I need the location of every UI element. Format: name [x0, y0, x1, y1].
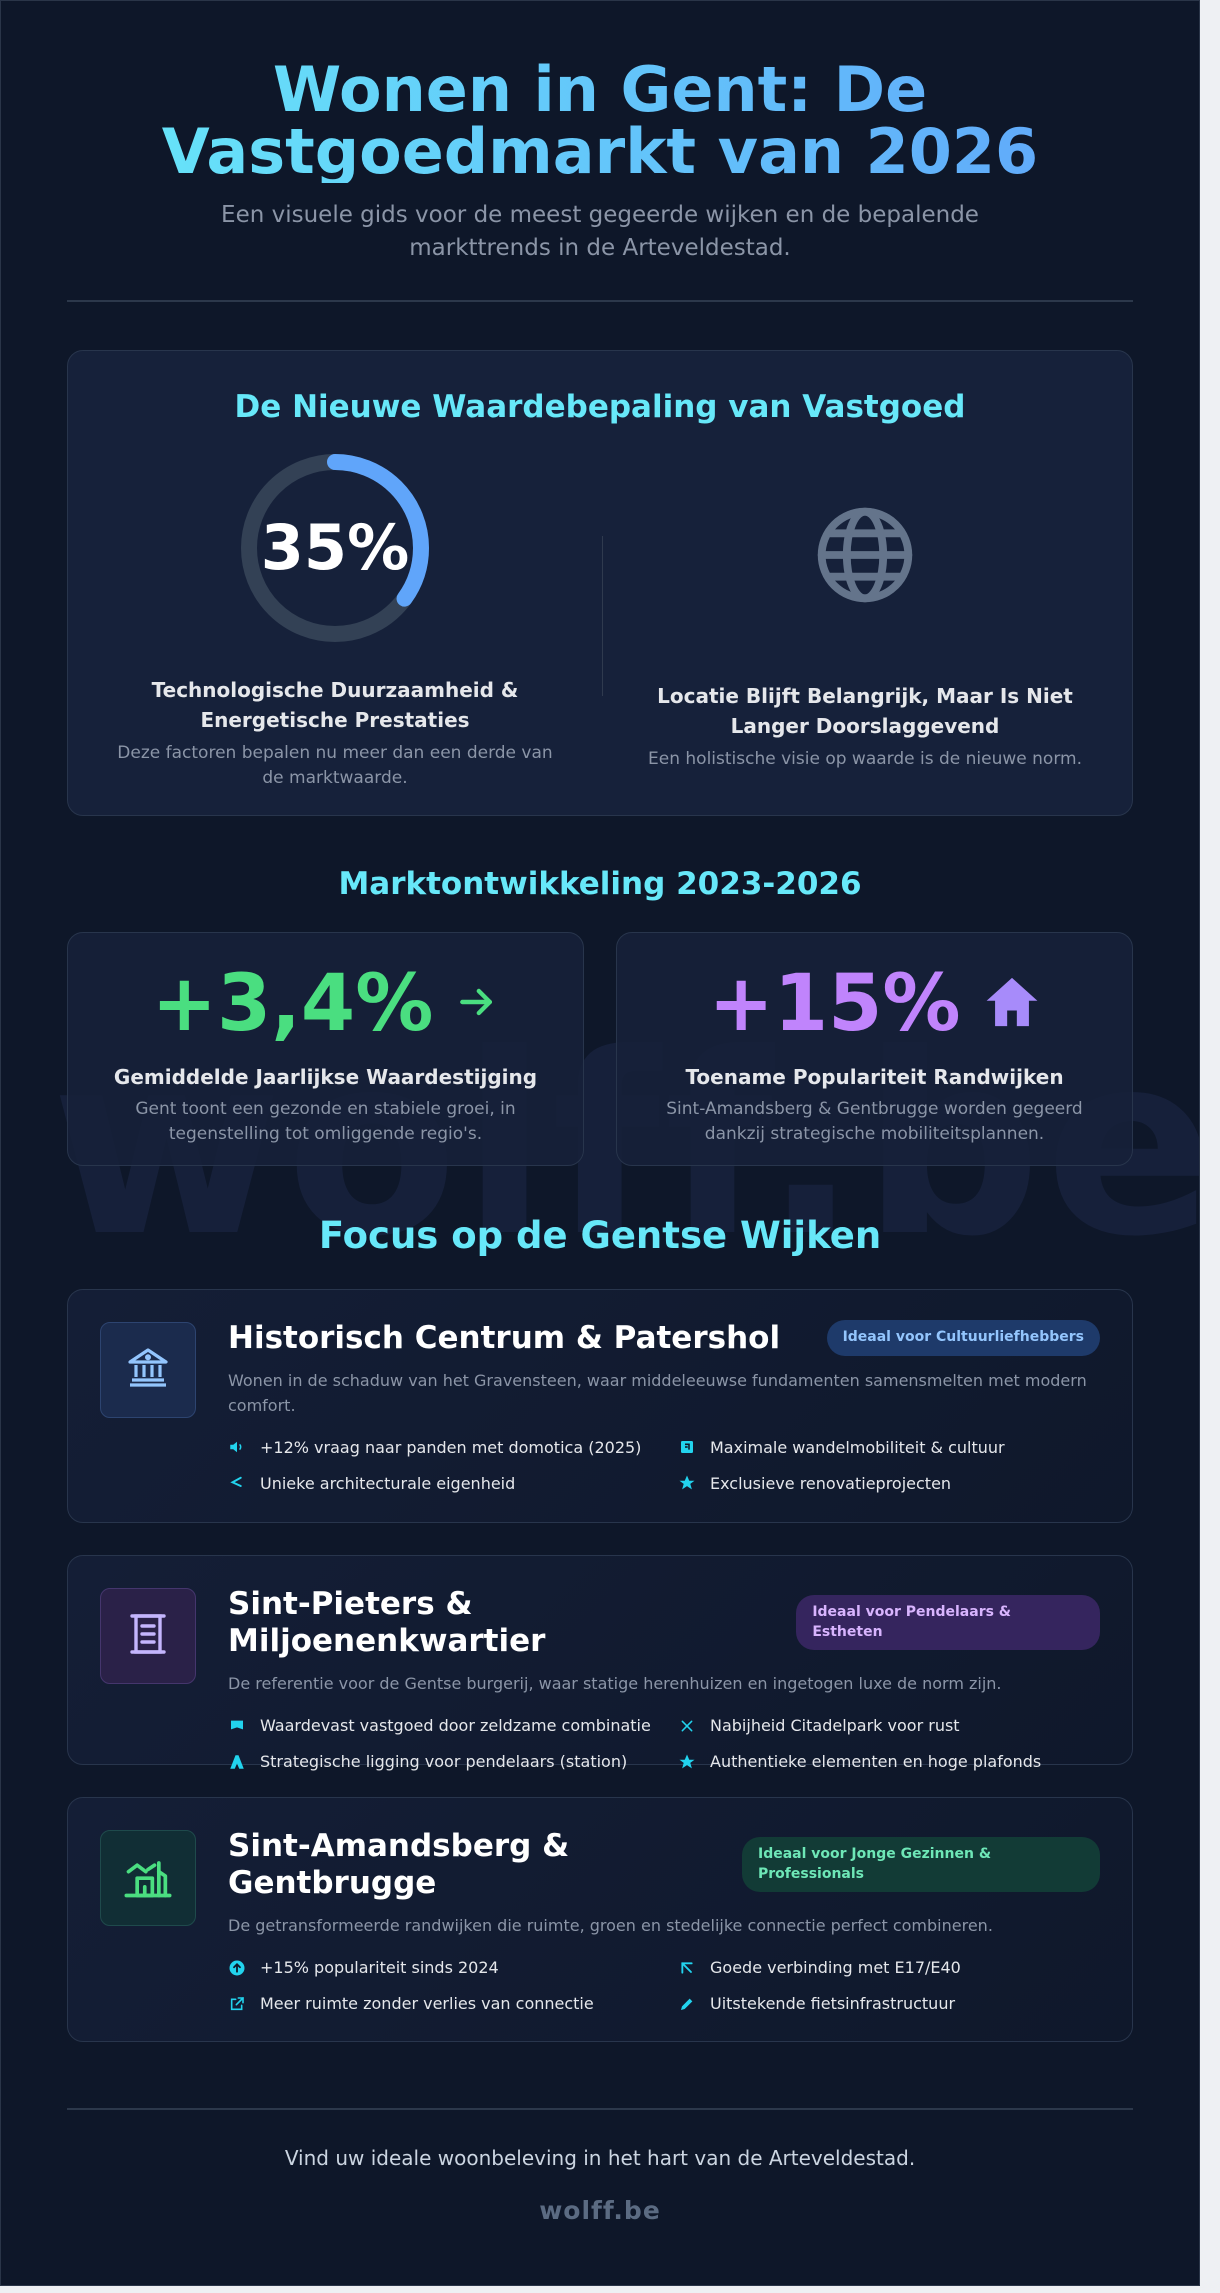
stat-label: Gemiddelde Jaarlijkse Waardestijging: [113, 1064, 538, 1089]
wijk-card-centrum: Historisch Centrum & Patershol Ideaal vo…: [67, 1288, 1133, 1523]
stat-card-popularity: +15% Toename Populariteit Randwijken Sin…: [616, 931, 1133, 1166]
feature-item: Uitstekende fietsinfrastructuur: [678, 1991, 1100, 2017]
wijk-description: De getransformeerde randwijken die ruimt…: [228, 1916, 993, 1936]
divider: [67, 299, 1133, 302]
progress-ring-arc: [241, 453, 429, 642]
road-icon: [228, 1753, 246, 1771]
family-home-icon: [122, 1850, 174, 1906]
value-left-column: 35% Technologische Duurzaamheid & Energe…: [68, 451, 602, 792]
feature-item: Exclusieve renovatieprojecten: [678, 1470, 1100, 1496]
page-title: Wonen in Gent: De Vastgoedmarkt van 2026: [67, 59, 1133, 183]
speaker-icon: [228, 1438, 246, 1456]
value-right-subtitle: Een holistische visie op waarde is de ni…: [648, 748, 1082, 769]
value-right-title: Locatie Blijft Belangrijk, Maar Is Niet …: [657, 683, 1073, 738]
stat-label: Toename Populariteit Randwijken: [685, 1064, 1064, 1089]
flag-icon: [228, 1717, 246, 1735]
feature-list: +12% vraag naar panden met domotica (202…: [228, 1434, 1100, 1496]
feature-item: Unieke architecturale eigenheid: [228, 1470, 678, 1496]
house-icon: [983, 973, 1041, 1035]
market-stats: +3,4% Gemiddelde Jaarlijkse Waardestijgi…: [67, 931, 1133, 1166]
stat-value: +3,4%: [151, 958, 434, 1049]
wijk-name: Sint-Pieters & Miljoenenkwartier: [228, 1585, 546, 1659]
wijk-name: Historisch Centrum & Patershol: [228, 1319, 781, 1356]
page-subtitle: Een visuele gids voor de meest gegeerde …: [221, 202, 979, 262]
value-right-column: Locatie Blijft Belangrijk, Maar Is Niet …: [598, 451, 1132, 773]
wijk-badge: Ideaal voor Jonge Gezinnen & Professiona…: [742, 1837, 1100, 1893]
wijk-badge: Ideaal voor Cultuurliefhebbers: [826, 1320, 1100, 1357]
building-icon: [124, 1610, 172, 1662]
wijk-badge: Ideaal voor Pendelaars & Estheten: [796, 1595, 1100, 1651]
arrow-diagonal-icon: [678, 1959, 696, 1977]
museum-icon: [124, 1344, 172, 1396]
wijk-icon-box: [100, 1587, 196, 1684]
feature-item: Maximale wandelmobiliteit & cultuur: [678, 1434, 1100, 1460]
feature-item: +12% vraag naar panden met domotica (202…: [228, 1434, 678, 1460]
feature-item: +15% populariteit sinds 2024: [228, 1955, 678, 1981]
exit-icon: [678, 1438, 696, 1456]
wijk-description: De referentie voor de Gentse burgerij, w…: [228, 1674, 1002, 1694]
arrow-right-icon: [455, 980, 499, 1028]
feature-item: Waardevast vastgoed door zeldzame combin…: [228, 1713, 678, 1739]
wijk-card-sint-amandsberg: Sint-Amandsberg & Gentbrugge Ideaal voor…: [67, 1796, 1133, 2042]
market-section-title: Marktontwikkeling 2023-2026: [338, 865, 862, 902]
value-card: De Nieuwe Waardebepaling van Vastgoed 35…: [67, 349, 1133, 816]
external-link-icon: [228, 1995, 246, 2013]
star-icon: [678, 1474, 696, 1492]
wijken-section-title: Focus op de Gentse Wijken: [318, 1213, 882, 1257]
feature-item: Nabijheid Citadelpark voor rust: [678, 1713, 1100, 1739]
feature-list: Waardevast vastgoed door zeldzame combin…: [228, 1713, 1100, 1775]
pencil-icon: [678, 1995, 696, 2013]
value-left-title: Technologische Duurzaamheid & Energetisc…: [151, 677, 519, 732]
stat-description: Sint-Amandsberg & Gentbrugge worden gege…: [666, 1098, 1083, 1145]
stat-description: Gent toont een gezonde en stabiele groei…: [135, 1098, 516, 1145]
feature-item: Meer ruimte zonder verlies van connectie: [228, 1991, 678, 2017]
feature-item: Goede verbinding met E17/E40: [678, 1955, 1100, 1981]
arrow-up-circle-icon: [228, 1959, 246, 1977]
wijk-icon-box: [100, 1321, 196, 1418]
stat-card-value-growth: +3,4% Gemiddelde Jaarlijkse Waardestijgi…: [67, 931, 584, 1166]
footer-divider: [67, 2107, 1133, 2110]
hero: Wonen in Gent: De Vastgoedmarkt van 2026 …: [67, 1, 1133, 266]
close-icon: [678, 1717, 696, 1735]
value-divider: [602, 535, 603, 696]
wijk-description: Wonen in de schaduw van het Gravensteen,…: [228, 1370, 1087, 1415]
wijk-name: Sint-Amandsberg & Gentbrugge: [228, 1827, 570, 1901]
feature-item: Authentieke elementen en hoge plafonds: [678, 1749, 1100, 1775]
value-section-title: De Nieuwe Waardebepaling van Vastgoed: [234, 388, 966, 425]
chevron-left-icon: [228, 1474, 246, 1492]
progress-ring: 35%: [238, 451, 432, 645]
feature-item: Strategische ligging voor pendelaars (st…: [228, 1749, 678, 1775]
value-left-subtitle: Deze factoren bepalen nu meer dan een de…: [117, 742, 553, 789]
footer-brand: wolff.be: [539, 2195, 661, 2225]
wijk-icon-box: [100, 1829, 196, 1926]
feature-list: +15% populariteit sinds 2024 Goede verbi…: [228, 1955, 1100, 2017]
wijk-card-sint-pieters: Sint-Pieters & Miljoenenkwartier Ideaal …: [67, 1554, 1133, 1771]
star-icon: [678, 1753, 696, 1771]
progress-ring-label: 35%: [260, 510, 410, 584]
stat-value: +15%: [708, 958, 961, 1049]
globe-icon: [813, 503, 917, 611]
footer-text: Vind uw ideale woonbeleving in het hart …: [284, 2145, 916, 2170]
